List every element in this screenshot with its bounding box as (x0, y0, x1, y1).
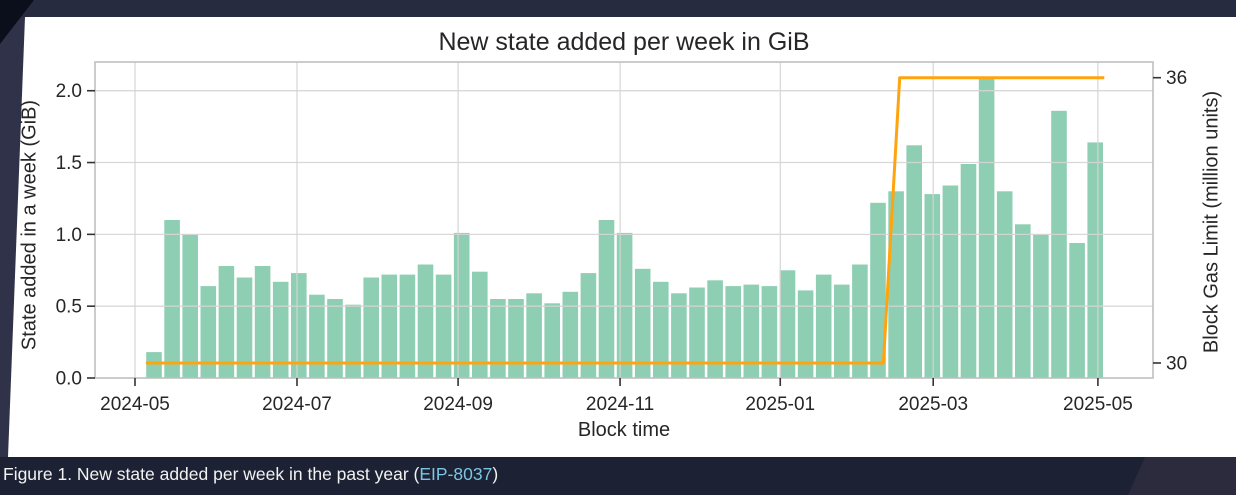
bar-week-25 (580, 273, 597, 378)
plot-border (94, 61, 1154, 379)
bar-week-20 (490, 299, 506, 378)
bar-week-35 (761, 286, 778, 378)
bar-week-21 (508, 299, 524, 378)
bar-week-41 (870, 202, 886, 378)
caption-text: Figure 1. New state added per week in th… (3, 464, 420, 484)
gridlines (95, 62, 1153, 378)
bar-week-46 (960, 164, 977, 378)
bar-week-34 (743, 284, 760, 378)
x-tick-label: 2025-03 (898, 394, 968, 415)
bar-week-24 (562, 291, 579, 378)
tick-labels: 0.0 0.5 1.0 1.5 2.0 2024-05 2024-07 2024-09 2024… (56, 68, 1188, 415)
x-tick-label: 2024-09 (423, 394, 493, 415)
bar-week-31 (689, 287, 705, 378)
y-left-tick-label: 0.0 (56, 369, 82, 390)
bars-group (146, 77, 1103, 379)
x-tick-label: 2024-05 (100, 394, 170, 415)
bar-week-43 (906, 145, 922, 378)
bar-week-44 (924, 194, 941, 378)
x-tick-label: 2025-01 (745, 394, 815, 415)
bar-week-42 (888, 191, 904, 378)
bar-week-17 (435, 274, 452, 378)
bar-week-4 (200, 286, 217, 378)
bar-week-11 (327, 299, 343, 378)
bar-week-13 (363, 277, 379, 378)
chart-title: New state added per week in GiB (438, 28, 810, 56)
gas-limit-line (145, 76, 1105, 365)
x-axis-label: Block time (577, 419, 671, 441)
x-tick-label: 2024-11 (586, 394, 654, 415)
x-tick-label: 2024-07 (262, 394, 332, 415)
y-right-tick-label: 30 (1166, 354, 1187, 375)
bar-week-27 (616, 232, 633, 378)
bar-week-7 (254, 266, 271, 378)
bar-week-51 (1051, 110, 1067, 379)
bar-week-14 (381, 274, 398, 378)
bar-week-30 (671, 293, 687, 378)
bar-week-45 (942, 185, 959, 378)
y-left-tick-label: 1.5 (56, 153, 82, 174)
bar-week-12 (345, 304, 361, 378)
caption-text-suffix: ) (492, 464, 499, 484)
bar-week-39 (834, 284, 850, 378)
bar-week-2 (164, 220, 180, 378)
bar-week-38 (815, 274, 832, 378)
bar-week-48 (996, 191, 1013, 378)
bar-week-52 (1069, 243, 1085, 378)
caption-band: Figure 1. New state added per week in th… (0, 457, 1236, 495)
caption-diagonal-accent (1128, 457, 1236, 495)
bar-week-18 (453, 232, 470, 378)
bar-week-36 (779, 270, 796, 378)
eip-link[interactable]: EIP-8037 (419, 464, 493, 484)
bar-week-33 (725, 286, 741, 378)
bar-week-15 (399, 274, 416, 378)
bar-week-37 (797, 290, 814, 378)
bar-week-23 (544, 303, 560, 378)
tick-marks (87, 76, 1161, 386)
bar-week-26 (598, 220, 615, 378)
bar-week-5 (218, 266, 235, 378)
bar-week-9 (291, 273, 307, 378)
right-y-axis-label: Block Gas Limit (million units) (1200, 90, 1223, 354)
bar-week-10 (309, 294, 325, 378)
y-right-tick-label: 36 (1166, 68, 1187, 89)
top-strip (0, 0, 1236, 17)
bar-week-49 (1015, 224, 1031, 378)
left-y-axis-label: State added in a week (GiB) (18, 99, 41, 351)
bar-week-32 (707, 280, 723, 378)
bar-week-53 (1087, 142, 1103, 378)
bar-week-40 (852, 264, 868, 378)
y-left-tick-label: 0.5 (56, 297, 82, 318)
bar-week-6 (236, 277, 253, 378)
bar-week-1 (146, 352, 162, 378)
y-left-tick-label: 1.0 (56, 225, 82, 246)
bar-week-47 (978, 77, 995, 379)
x-tick-label: 2025-05 (1063, 394, 1133, 415)
bar-week-22 (526, 293, 542, 378)
y-left-tick-label: 2.0 (56, 81, 82, 102)
bar-week-19 (472, 271, 488, 378)
figure-caption: Figure 1. New state added per week in th… (3, 464, 498, 485)
bar-week-16 (417, 264, 434, 378)
bar-week-28 (634, 268, 651, 378)
